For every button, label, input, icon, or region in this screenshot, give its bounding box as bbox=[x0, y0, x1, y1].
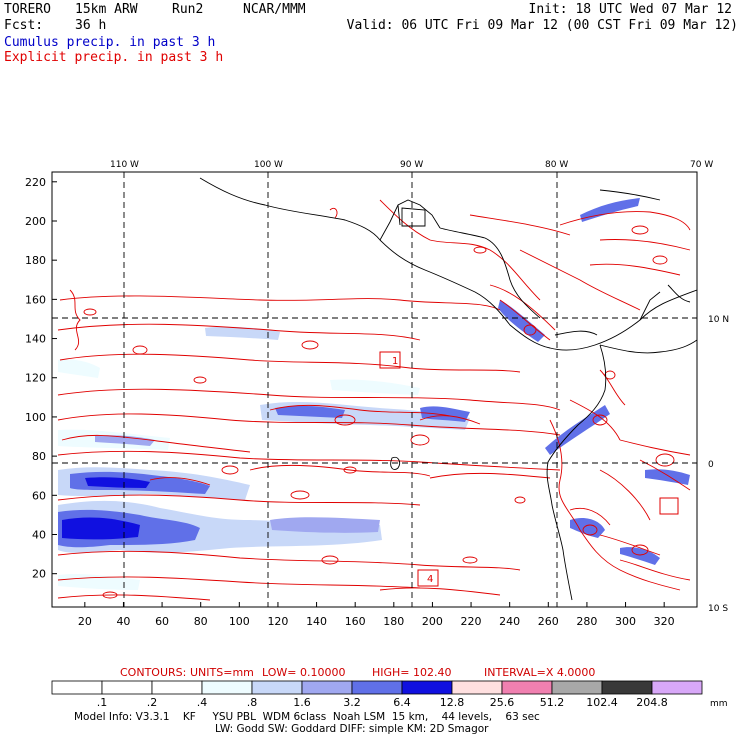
model-info-line2: LW: Godd SW: Goddard DIFF: simple KM: 2D… bbox=[215, 723, 489, 735]
box-label-4: 4 bbox=[427, 574, 433, 585]
y-tick-label: 120 bbox=[25, 372, 46, 385]
colorbar-label: .1 bbox=[97, 696, 108, 709]
lat-label-0: 0 bbox=[708, 460, 714, 470]
forecast-label: Fcst: bbox=[4, 18, 44, 33]
forecast-hours: 36 h bbox=[75, 18, 107, 33]
explicit-precip-contours bbox=[57, 199, 691, 601]
y-tick-label: 220 bbox=[25, 176, 46, 189]
model-name: TORERO bbox=[4, 2, 51, 17]
y-tick-label: 80 bbox=[32, 450, 46, 463]
x-tick-label: 180 bbox=[383, 615, 404, 628]
x-tick-label: 120 bbox=[267, 615, 288, 628]
colorbar-swatch bbox=[251, 680, 303, 695]
x-tick-label: 80 bbox=[194, 615, 208, 628]
colorbar-swatch bbox=[151, 680, 203, 695]
x-tick-label: 20 bbox=[78, 615, 92, 628]
colorbar: .1 .2 .4 .8 1.6 3.2 6.4 12.8 25.6 51.2 102.4 204.8 bbox=[51, 680, 703, 709]
colorbar-swatch bbox=[51, 680, 103, 695]
colorbar-label: .4 bbox=[197, 696, 208, 709]
colorbar-swatch bbox=[351, 680, 403, 695]
colorbar-swatch bbox=[501, 680, 553, 695]
box-label-1: 1 bbox=[392, 356, 398, 367]
colorbar-label: 1.6 bbox=[293, 696, 311, 709]
y-tick-label: 180 bbox=[25, 254, 46, 267]
colorbar-swatch bbox=[201, 680, 253, 695]
lon-label-100w: 100 W bbox=[254, 160, 283, 170]
run-label: Run2 bbox=[172, 2, 204, 17]
x-tick-label: 60 bbox=[155, 615, 169, 628]
y-tick-label: 100 bbox=[25, 411, 46, 424]
x-axis-ticks: 20 40 60 80 100 120 140 160 180 200 220 240 260 280 30… bbox=[78, 602, 675, 628]
cumulus-title: Cumulus precip. in past 3 h bbox=[4, 35, 216, 50]
y-axis-ticks: 220 200 180 160 140 120 100 80 60 40 20 bbox=[25, 176, 57, 581]
colorbar-label: .8 bbox=[247, 696, 258, 709]
x-tick-label: 100 bbox=[229, 615, 250, 628]
lon-label-80w: 80 W bbox=[545, 160, 568, 170]
x-tick-label: 200 bbox=[422, 615, 443, 628]
init-time: Init: 18 UTC Wed 07 Mar 12 bbox=[528, 2, 733, 17]
contour-units: UNITS=mm bbox=[190, 666, 254, 679]
lon-label-90w: 90 W bbox=[400, 160, 423, 170]
colorbar-label: 12.8 bbox=[440, 696, 465, 709]
contour-interval: INTERVAL=X 4.0000 bbox=[484, 666, 595, 679]
colorbar-label: 6.4 bbox=[393, 696, 411, 709]
x-tick-label: 280 bbox=[576, 615, 597, 628]
map-frame bbox=[51, 171, 698, 608]
colorbar-unit: mm bbox=[710, 699, 728, 709]
colorbar-label: 3.2 bbox=[343, 696, 361, 709]
coastlines bbox=[199, 175, 697, 601]
x-tick-label: 300 bbox=[615, 615, 636, 628]
y-tick-label: 20 bbox=[32, 568, 46, 581]
station-boxes bbox=[379, 351, 679, 587]
colorbar-label: .2 bbox=[147, 696, 158, 709]
colorbar-swatch bbox=[451, 680, 503, 695]
colorbar-swatch bbox=[101, 680, 153, 695]
y-tick-label: 140 bbox=[25, 333, 46, 346]
lat-lon-grid bbox=[52, 172, 697, 607]
x-tick-label: 320 bbox=[654, 615, 675, 628]
model-info-line1: Model Info: V3.3.1 KF YSU PBL WDM 6class… bbox=[74, 711, 540, 723]
lat-label-10s: 10 S bbox=[708, 604, 728, 614]
x-tick-label: 240 bbox=[499, 615, 520, 628]
colorbar-label: 25.6 bbox=[490, 696, 515, 709]
colorbar-label: 51.2 bbox=[540, 696, 565, 709]
y-tick-label: 160 bbox=[25, 293, 46, 306]
contour-high: HIGH= 102.40 bbox=[372, 666, 452, 679]
x-tick-label: 40 bbox=[116, 615, 130, 628]
x-tick-label: 260 bbox=[538, 615, 559, 628]
explicit-precip-cells bbox=[83, 225, 675, 599]
y-tick-label: 200 bbox=[25, 215, 46, 228]
contour-label: CONTOURS: bbox=[120, 666, 186, 679]
colorbar-swatch bbox=[401, 680, 453, 695]
explicit-title: Explicit precip. in past 3 h bbox=[4, 50, 224, 65]
organization: NCAR/MMM bbox=[243, 2, 306, 17]
contour-low: LOW= 0.10000 bbox=[262, 666, 345, 679]
colorbar-swatch bbox=[651, 680, 703, 695]
colorbar-label: 102.4 bbox=[586, 696, 618, 709]
model-resolution: 15km ARW bbox=[75, 2, 138, 17]
lon-label-70w: 70 W bbox=[690, 160, 713, 170]
y-tick-label: 40 bbox=[32, 529, 46, 542]
colorbar-swatch bbox=[601, 680, 653, 695]
x-tick-label: 160 bbox=[345, 615, 366, 628]
colorbar-swatch bbox=[551, 680, 603, 695]
lat-label-10n: 10 N bbox=[708, 315, 729, 325]
y-tick-label: 60 bbox=[32, 489, 46, 502]
x-tick-label: 220 bbox=[461, 615, 482, 628]
colorbar-label: 204.8 bbox=[636, 696, 668, 709]
lon-label-110w: 110 W bbox=[110, 160, 139, 170]
x-tick-label: 140 bbox=[306, 615, 327, 628]
colorbar-swatch bbox=[301, 680, 353, 695]
cumulus-precip-shading bbox=[58, 198, 690, 590]
valid-time: Valid: 06 UTC Fri 09 Mar 12 (00 CST Fri … bbox=[346, 18, 738, 33]
